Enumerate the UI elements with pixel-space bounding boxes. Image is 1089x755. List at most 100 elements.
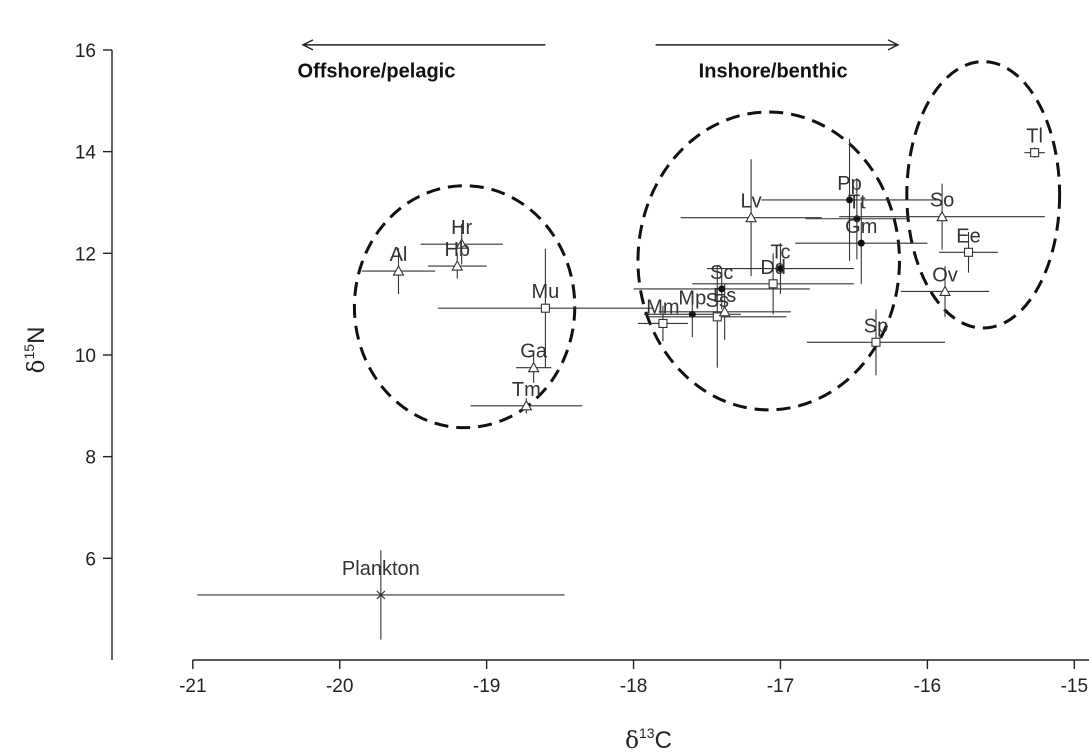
x-axis-title: δ13C <box>625 725 672 754</box>
square-marker <box>963 247 974 257</box>
data-point: So <box>839 183 1045 250</box>
point-label: Mu <box>532 281 560 303</box>
annotation-text: Offshore/pelagic <box>298 60 456 82</box>
square-marker <box>658 318 668 329</box>
triangle-marker <box>451 259 464 271</box>
point-label: Ss <box>706 290 729 312</box>
group-ellipse <box>352 184 577 430</box>
y-tick-label: 6 <box>85 549 96 570</box>
point-label: Sp <box>864 315 888 337</box>
data-point: Lv <box>680 159 822 277</box>
triangle-marker <box>745 211 758 223</box>
data-point: Mu <box>438 248 653 368</box>
x-tick-label: -20 <box>326 676 353 697</box>
point-label: Tt <box>848 192 866 214</box>
data-point: Tm <box>470 379 583 414</box>
group-ellipse <box>636 110 901 412</box>
point-label: Ov <box>932 264 958 286</box>
point-label: Lv <box>741 191 762 213</box>
annotation: Inshore/benthic <box>655 39 900 82</box>
triangle-marker <box>718 305 731 317</box>
triangle-marker <box>527 361 540 373</box>
data-point: Tc <box>707 242 854 294</box>
data-point: Ee <box>939 225 998 273</box>
point-label: Al <box>390 244 408 266</box>
y-axis-title-main: N <box>23 327 50 344</box>
point-label: Sc <box>710 262 733 284</box>
data-point: Hb <box>427 239 487 279</box>
dot-marker <box>857 239 865 247</box>
x-tick-label: -19 <box>473 676 500 697</box>
x-tick-label: -17 <box>767 676 794 697</box>
point-label: Plankton <box>342 558 420 580</box>
y-tick-label: 12 <box>75 244 96 265</box>
square-marker <box>871 337 881 347</box>
x-tick-label: -16 <box>914 676 941 697</box>
point-label: Hr <box>451 217 472 239</box>
point-label: Pp <box>837 173 861 195</box>
annotation: Offshore/pelagic <box>298 39 546 82</box>
ellipse-layer <box>352 60 1062 430</box>
y-tick-label: 16 <box>75 41 96 62</box>
data-point: Plankton <box>197 550 565 640</box>
data-point: Es <box>658 283 791 340</box>
triangle-marker <box>520 399 533 411</box>
point-label: Tm <box>512 379 541 401</box>
x-tick-label: -15 <box>1061 676 1088 697</box>
triangle-marker <box>392 264 405 276</box>
point-label: Dd <box>760 257 786 279</box>
y-tick-label: 14 <box>75 143 97 164</box>
data-point: Sp <box>806 309 946 376</box>
x-axis-title-prefix: δ <box>625 728 639 754</box>
data-point: Pp <box>761 138 938 261</box>
axes-layer: -21 -20 -19 -18 -17 -16 -15 6 8 10 12 14 16 <box>75 41 1089 697</box>
y-tick-label: 8 <box>85 448 96 469</box>
point-label: Ga <box>520 341 548 363</box>
point-label: Tl <box>1026 126 1043 148</box>
annotation-layer: Offshore/pelagic Inshore/benthic <box>298 39 900 82</box>
cross-marker <box>376 590 386 600</box>
triangle-marker <box>455 238 468 249</box>
square-marker <box>1030 148 1040 158</box>
point-label: Gm <box>845 216 877 238</box>
annotation-text: Inshore/benthic <box>699 60 848 82</box>
point-label: Ee <box>956 225 980 247</box>
dot-marker <box>718 285 726 293</box>
group-ellipse <box>905 60 1062 330</box>
y-axis-title-sup: 15 <box>21 344 37 360</box>
square-marker <box>540 303 550 313</box>
x-tick-label: -21 <box>179 676 206 697</box>
data-point: Tl <box>1024 126 1045 158</box>
y-ticks: 6 8 10 12 14 16 <box>75 41 112 570</box>
triangle-marker <box>936 210 949 222</box>
data-point: Hr <box>420 217 503 265</box>
dot-marker <box>688 310 696 318</box>
data-point: Ss <box>648 266 787 368</box>
x-axis-title-sup: 13 <box>639 725 655 741</box>
data-point: Ov <box>900 264 990 317</box>
point-label: Mm <box>646 296 679 318</box>
point-label: Hb <box>444 239 470 261</box>
x-axis-title-main: C <box>655 727 672 754</box>
dot-marker <box>776 265 784 273</box>
x-tick-label: -18 <box>620 676 647 697</box>
x-ticks: -21 -20 -19 -18 -17 -16 -15 <box>179 660 1088 697</box>
point-label: Mp <box>678 287 706 309</box>
data-point: Al <box>361 244 436 294</box>
y-axis-title: δ15N <box>21 327 50 374</box>
square-marker <box>768 279 778 289</box>
data-point: Mm <box>637 296 688 342</box>
data-point: Ga <box>516 341 552 383</box>
triangle-marker <box>939 285 951 296</box>
arrow-head <box>301 39 314 51</box>
point-label: So <box>930 190 954 212</box>
data-point: Dd <box>692 253 854 315</box>
y-tick-label: 10 <box>75 346 96 367</box>
point-label: Tc <box>770 242 790 264</box>
square-marker <box>712 312 722 322</box>
data-point: Gm <box>795 202 928 284</box>
dot-marker <box>846 196 854 204</box>
arrow-head <box>887 39 900 51</box>
